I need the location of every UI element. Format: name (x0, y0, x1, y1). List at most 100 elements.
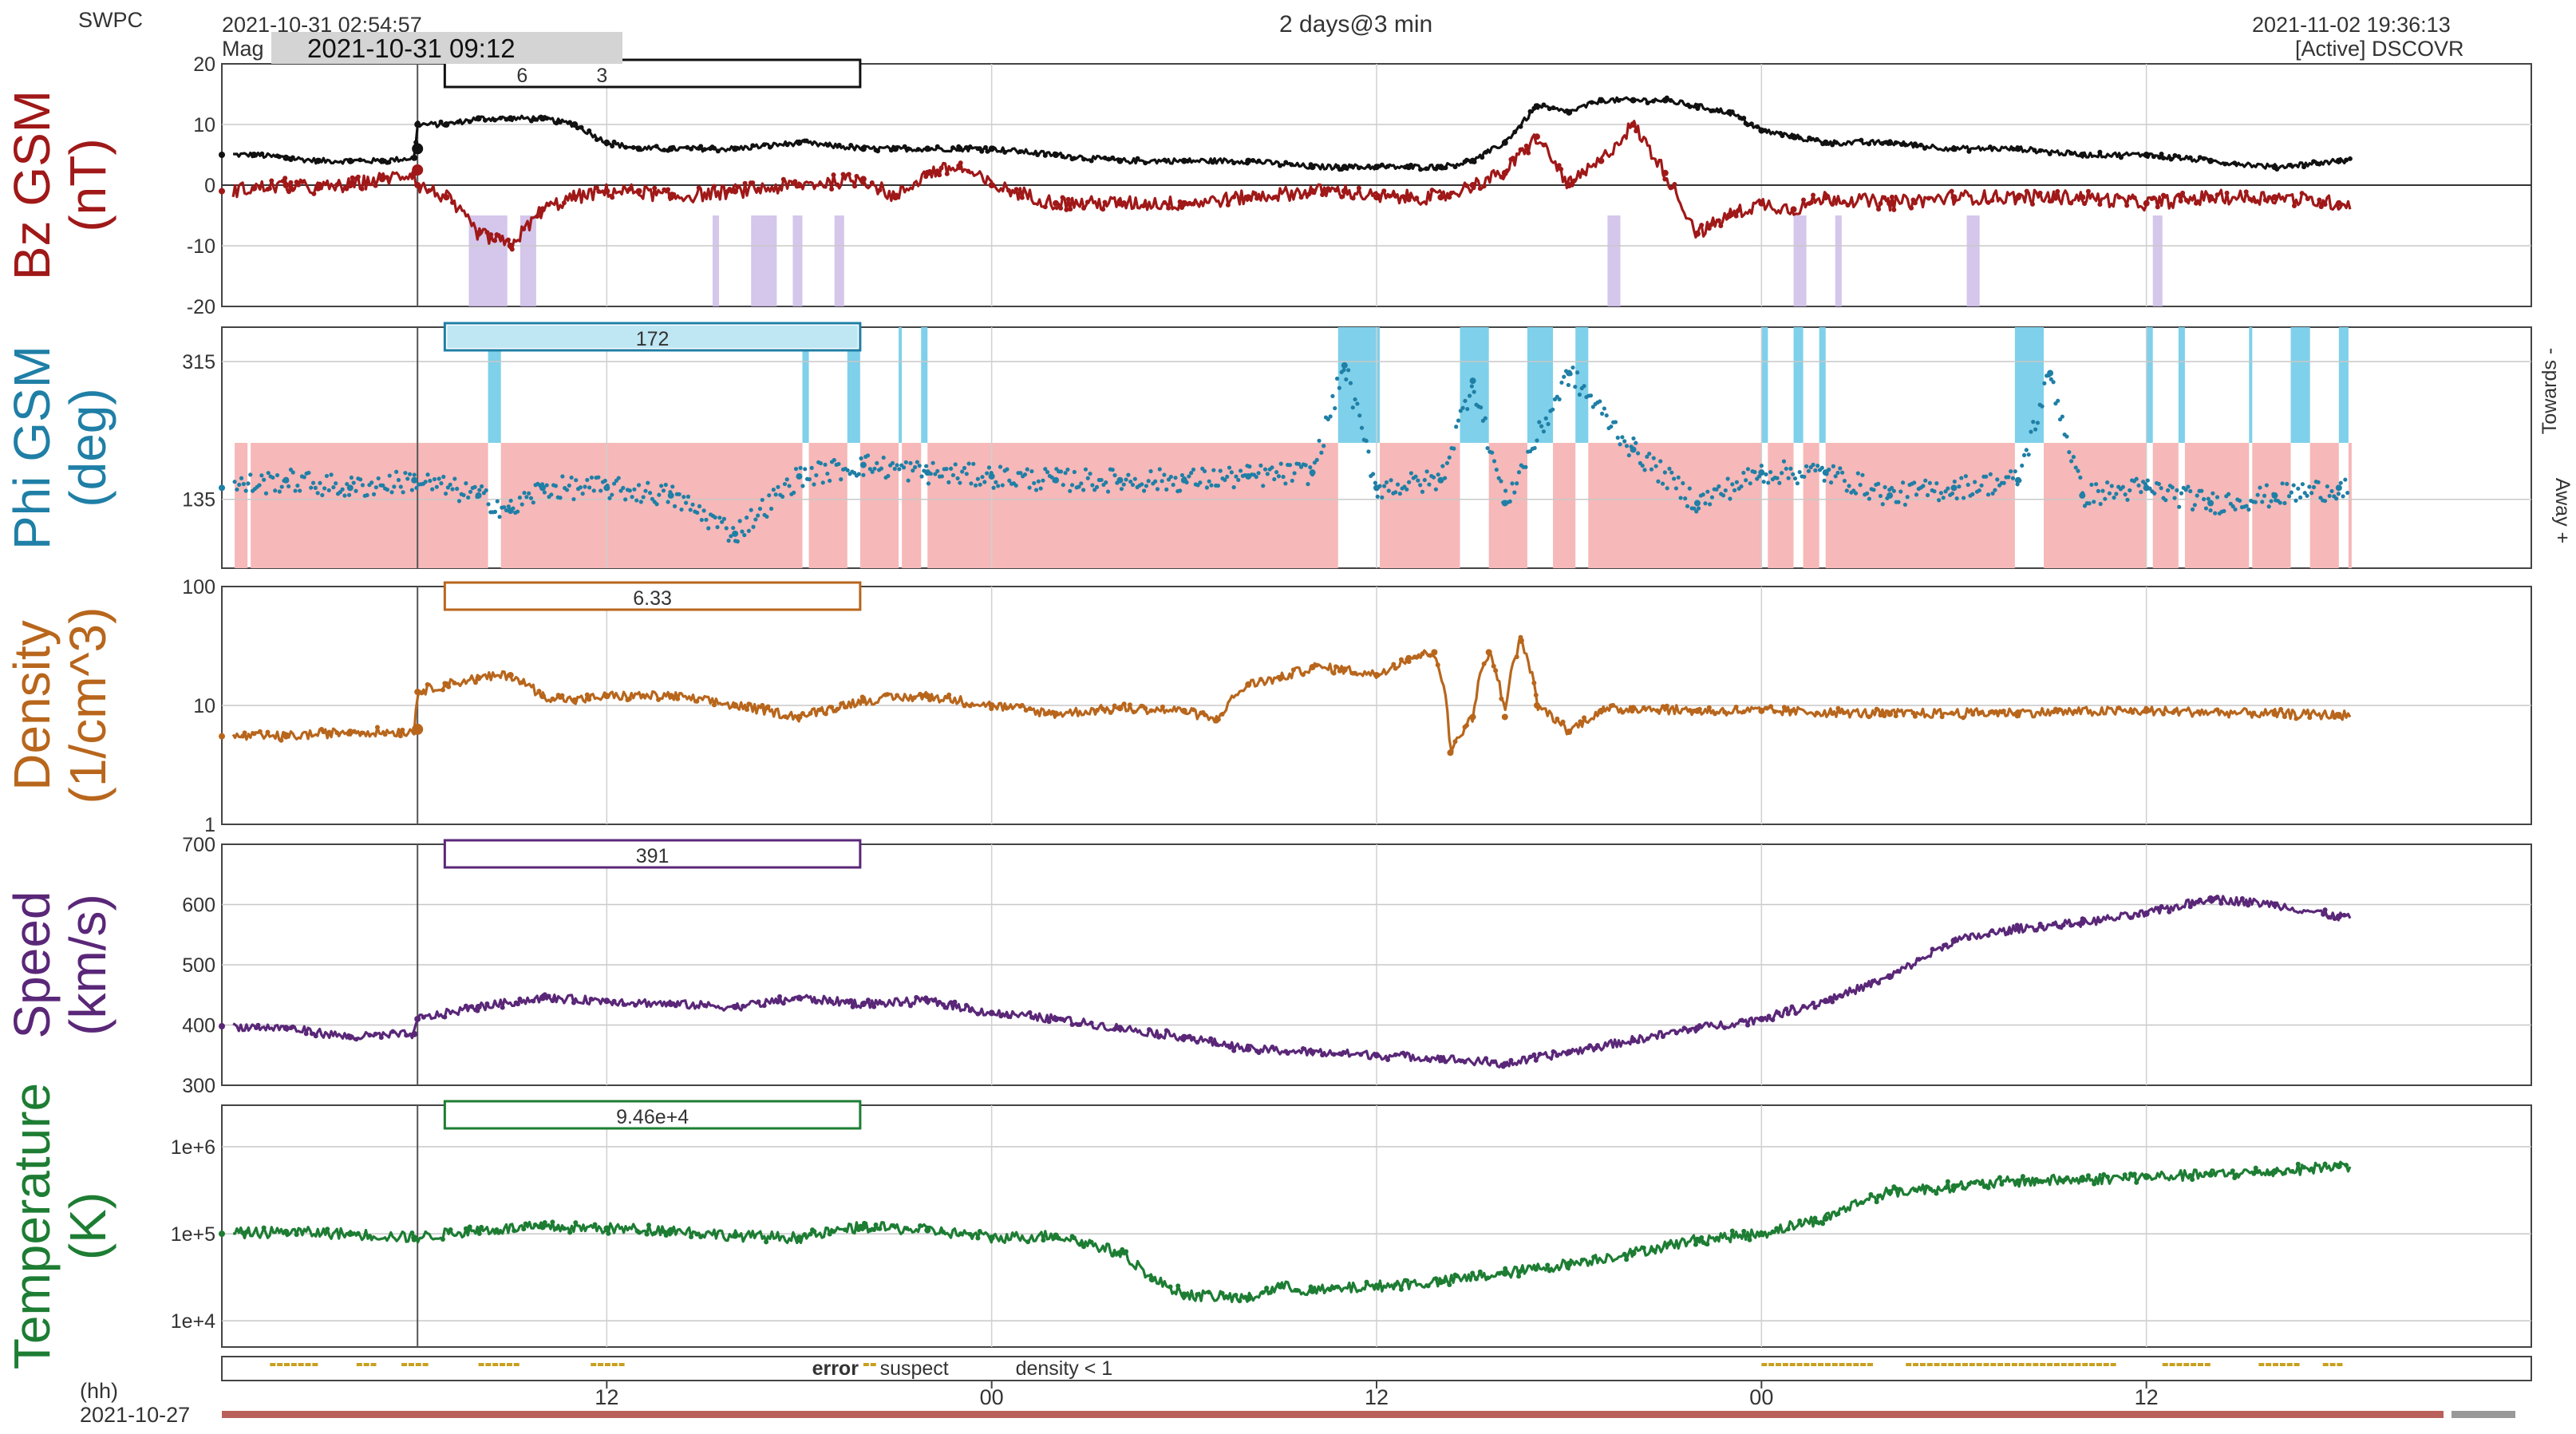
phi-point (1844, 488, 1849, 493)
phi-point (1990, 491, 1995, 496)
bt-data-point (1630, 97, 1637, 104)
phi-point (2258, 485, 2262, 490)
phi-point (1792, 476, 1798, 481)
southward-bz-band (1966, 215, 1980, 306)
y-tick-label: 0 (204, 175, 215, 197)
phi-point (1094, 484, 1100, 489)
bz-data-point (1950, 194, 1958, 201)
phi-point (1483, 416, 1488, 421)
phi-point (1744, 478, 1748, 483)
phi-point (1777, 480, 1782, 485)
phi-point (744, 516, 749, 520)
phi-point (2152, 491, 2157, 496)
temperature-data-point (1566, 1260, 1573, 1267)
phi-point (266, 471, 271, 476)
phi-point (477, 488, 482, 492)
away-band (927, 442, 1338, 568)
phi-point (930, 460, 935, 465)
phi-point (1283, 481, 1288, 486)
phi-point (1539, 424, 1544, 429)
toward-band (2290, 327, 2310, 443)
temperature-data-point (219, 1231, 225, 1238)
phi-point (1433, 487, 1438, 492)
bz-data-point (1053, 199, 1060, 207)
y-axis-label: Phi GSM (3, 346, 61, 550)
phi-point (1662, 470, 1667, 475)
suspect-flag (618, 1363, 625, 1366)
timeline-bar (222, 1411, 2444, 1418)
phi-point (1815, 464, 1820, 468)
phi-point (627, 488, 632, 493)
phi-point (1420, 489, 1425, 494)
phi-point (782, 481, 788, 487)
phi-point (2325, 484, 2329, 489)
suspect-flag (1860, 1363, 1867, 1366)
phi-point (946, 480, 951, 484)
phi-point (1032, 480, 1037, 486)
phi-point (1543, 416, 1548, 421)
phi-point (715, 524, 720, 530)
phi-point (1496, 476, 1501, 480)
bt-data-point (346, 157, 354, 164)
phi-point (2172, 496, 2177, 500)
phi-point (737, 519, 742, 523)
phi-point (437, 476, 441, 481)
phi-point (1204, 485, 1209, 490)
phi-point (2033, 427, 2038, 432)
phi-point (818, 460, 824, 466)
phi-point (1973, 480, 1977, 484)
phi-point (960, 469, 965, 474)
bt-data-point (251, 152, 258, 158)
phi-point (823, 462, 828, 467)
phi-point (392, 484, 397, 489)
phi-point (2253, 500, 2258, 504)
suspect-flag (611, 1363, 618, 1366)
phi-point (394, 469, 399, 474)
toward-band (899, 327, 903, 443)
phi-point (679, 507, 684, 512)
phi-point (2203, 506, 2209, 511)
phi-point (1328, 414, 1333, 419)
density-data-point (346, 729, 354, 736)
phi-point (895, 463, 899, 468)
temperature-data-point (2079, 1176, 2086, 1183)
phi-point (1173, 476, 1178, 480)
phi-point (973, 483, 978, 488)
phi-point (1559, 380, 1564, 385)
phi-point (1334, 376, 1340, 381)
density-data-point (475, 674, 482, 681)
phi-point (1281, 474, 1286, 480)
phi-point (1876, 481, 1881, 486)
bz-data-point (1373, 194, 1380, 201)
temperature-data-point (1277, 1282, 1284, 1290)
phi-point (360, 483, 365, 488)
suspect-flag (415, 1363, 421, 1366)
away-band (235, 442, 248, 568)
phi-point (663, 482, 668, 488)
bt-data-point (2207, 157, 2214, 164)
bt-data-point (603, 139, 610, 146)
temperature-data-point (732, 1232, 739, 1239)
phi-point (2296, 486, 2301, 491)
bt-data-point (1501, 139, 1508, 146)
suspect-flag (591, 1363, 597, 1366)
phi-point (1465, 406, 1470, 412)
phi-point (2165, 488, 2171, 493)
phi-point (924, 464, 929, 468)
cursor-time: 2021-10-31 09:12 (307, 34, 516, 63)
phi-point (2260, 500, 2265, 504)
phi-point (1018, 471, 1023, 476)
phi-point (926, 481, 931, 486)
phi-point (1416, 478, 1420, 483)
density-data-point (1517, 637, 1524, 644)
phi-point (1121, 482, 1126, 487)
phi-point (527, 491, 531, 496)
bt-data-point (1437, 164, 1444, 171)
phi-point (1157, 467, 1162, 472)
speed-data-point (346, 1033, 354, 1041)
phi-point (1436, 472, 1440, 477)
phi-data-point (2143, 484, 2150, 492)
x-axis-start-date: 2021-10-27 (80, 1403, 190, 1427)
bz-data-point (1405, 194, 1412, 201)
phi-point (387, 473, 392, 478)
